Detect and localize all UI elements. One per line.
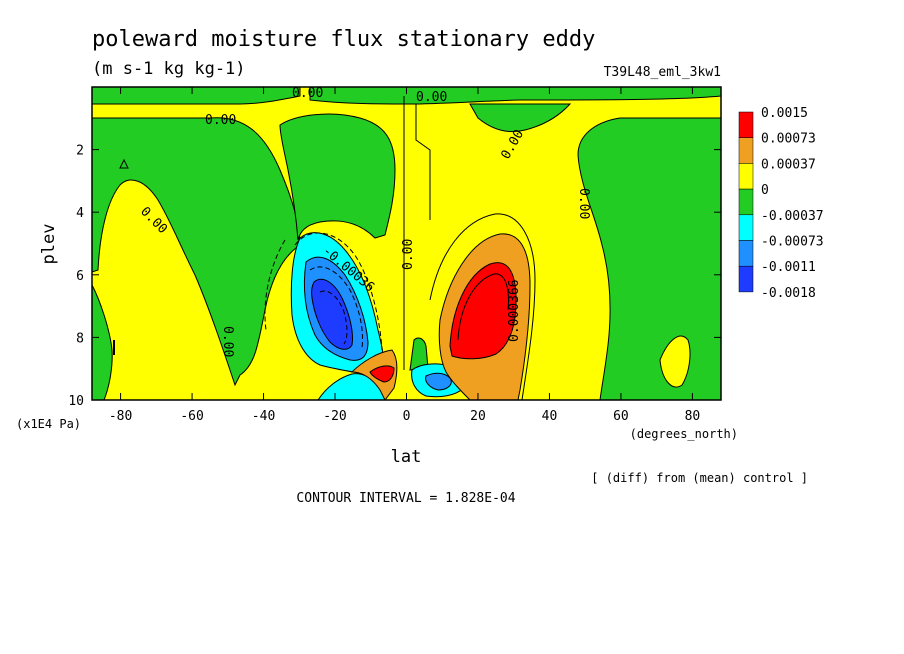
legend-level-2: 0.00037 <box>761 157 816 172</box>
legend-swatch-5 <box>738 240 754 267</box>
x-tick-label-6: 40 <box>542 409 558 424</box>
contour-label-2: 0.00 <box>416 90 447 105</box>
contour-label-9: 0.000366 <box>507 279 522 342</box>
legend-level-3: 0 <box>761 183 769 198</box>
x-tick-label-4: 0 <box>403 409 411 424</box>
y-axis-units: (x1E4 Pa) <box>16 417 81 431</box>
x-tick-label-1: -60 <box>180 409 203 424</box>
legend-swatch-2 <box>738 163 754 190</box>
y-tick-label-1: 4 <box>76 206 84 221</box>
chart-title: poleward moisture flux stationary eddy <box>92 27 595 52</box>
diff-note: [ (diff) from (mean) control ] <box>591 471 808 485</box>
legend-level-7: -0.0018 <box>761 286 816 301</box>
region-red-lower-left <box>369 365 395 383</box>
color-legend: 0.0015 0.00073 0.00037 0 -0.00037 -0.00073 -0.… <box>738 106 824 301</box>
x-axis: -80 -60 -40 -20 0 20 40 60 80 <box>109 87 700 424</box>
legend-level-1: 0.00073 <box>761 132 816 147</box>
region-green-top-left <box>92 87 301 105</box>
y-tick-label-0: 2 <box>76 144 84 159</box>
contour-interval: CONTOUR INTERVAL = 1.828E-04 <box>296 491 515 506</box>
legend-swatch-3 <box>738 188 754 216</box>
region-green-topbar <box>309 87 721 105</box>
region-green-left <box>92 117 301 387</box>
solid-contour-1 <box>429 213 536 400</box>
x-tick-label-3: -20 <box>323 409 346 424</box>
region-green-right <box>577 117 721 400</box>
x-axis-title: lat <box>391 447 422 467</box>
y-tick-label-4: 10 <box>68 394 84 409</box>
region-green-mid-left <box>279 113 396 241</box>
region-darkblue-south <box>311 278 353 350</box>
region-green-upper-right <box>469 103 572 133</box>
legend-level-0: 0.0015 <box>761 106 808 121</box>
contour-field <box>92 87 721 400</box>
run-label: T39L48_eml_3kw1 <box>604 65 721 80</box>
legend-swatch-4 <box>738 214 754 241</box>
legend-level-6: -0.0011 <box>761 260 816 275</box>
contour-label-1: 0.00 <box>292 86 323 101</box>
dashed-contour-4 <box>264 239 286 331</box>
x-tick-label-7: 60 <box>613 409 629 424</box>
x-tick-label-5: 20 <box>470 409 486 424</box>
solid-contour-3 <box>415 104 431 220</box>
y-axis-title: plev <box>39 224 59 265</box>
solid-contour-5 <box>119 158 129 169</box>
legend-swatch-0 <box>738 111 754 138</box>
legend-swatch-6 <box>738 265 754 293</box>
x-axis-units: (degrees_north) <box>630 427 738 441</box>
chart-units: (m s-1 kg kg-1) <box>92 59 246 79</box>
contour-label-6: 0.00 <box>401 239 416 270</box>
x-tick-label-8: 80 <box>685 409 701 424</box>
x-tick-label-0: -80 <box>109 409 132 424</box>
region-yellow-right-patch <box>659 335 691 388</box>
region-green-equator <box>409 337 429 371</box>
dashed-contour-1 <box>294 232 383 351</box>
legend-level-4: -0.00037 <box>761 209 824 224</box>
y-axis: 2 4 6 8 10 <box>68 144 721 409</box>
x-tick-label-2: -40 <box>252 409 275 424</box>
region-green-left-edge <box>92 284 113 400</box>
dashed-contours <box>264 232 383 351</box>
legend-level-5: -0.00073 <box>761 235 824 250</box>
solid-contour-2 <box>457 273 509 341</box>
region-lightblue-north-low <box>425 372 452 391</box>
contour-label-3: 0.00 <box>205 113 236 128</box>
y-tick-label-2: 6 <box>76 269 84 284</box>
y-tick-label-3: 8 <box>76 331 84 346</box>
contour-label-5: 0.00 <box>220 326 235 357</box>
region-red-north <box>449 262 517 360</box>
contour-label-7: 0.00 <box>576 188 591 219</box>
dashed-contour-2 <box>309 266 363 349</box>
solid-contours <box>119 96 536 400</box>
dashed-contour-3 <box>319 290 348 345</box>
legend-swatch-1 <box>738 137 754 164</box>
